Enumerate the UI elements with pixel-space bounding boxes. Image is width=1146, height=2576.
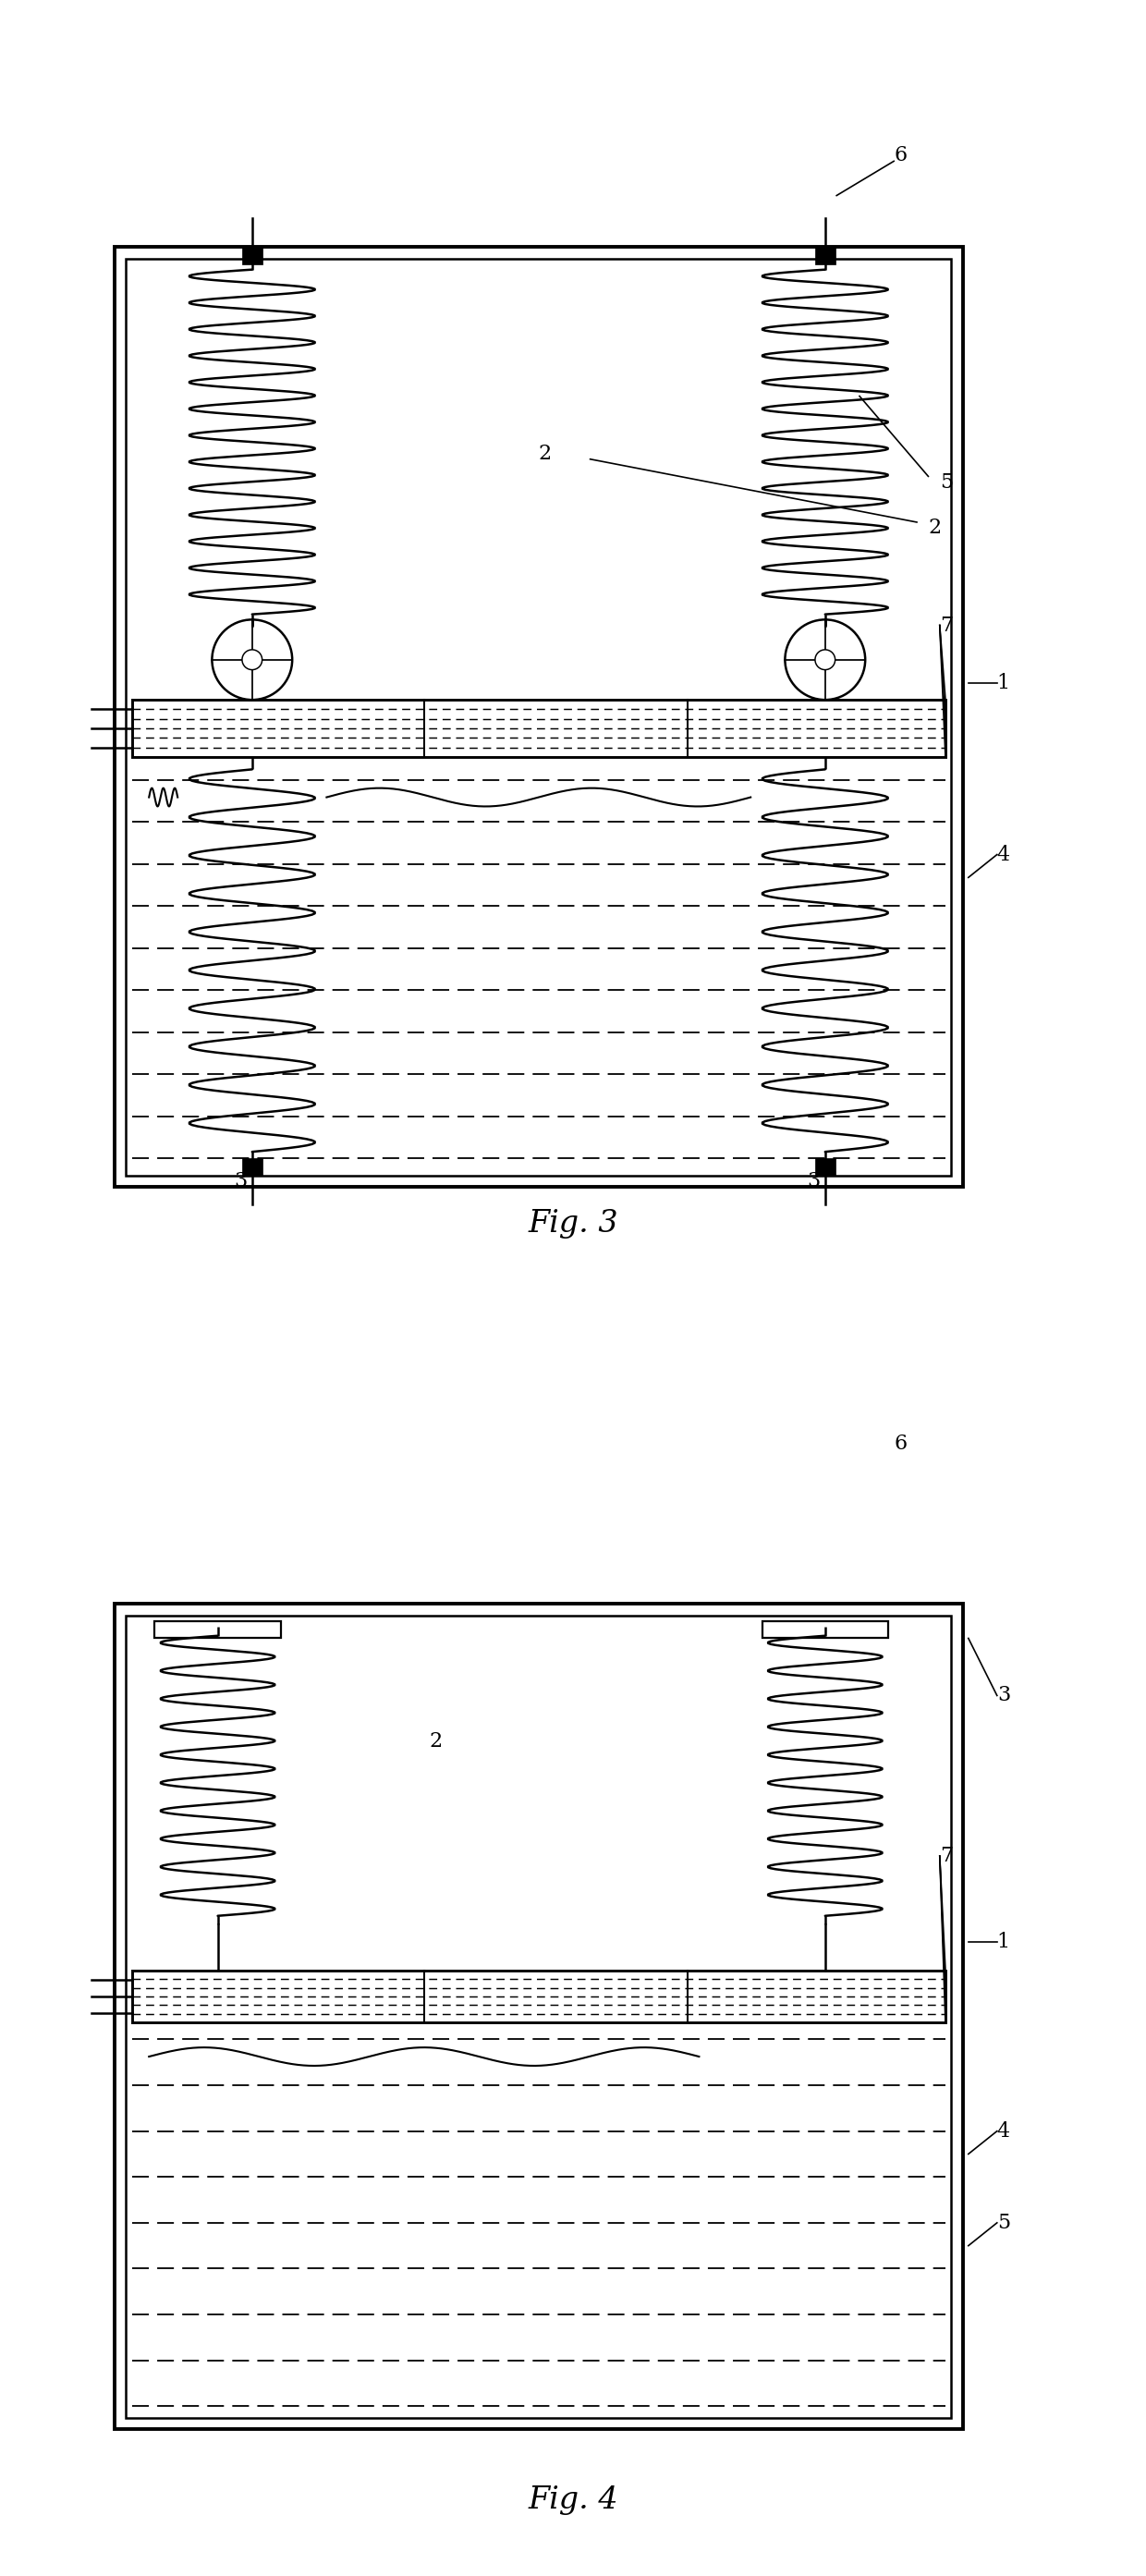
Circle shape [242,649,262,670]
Circle shape [815,649,835,670]
Text: 1: 1 [997,1932,1010,1953]
Text: 2: 2 [928,518,941,538]
Text: 3: 3 [997,1685,1010,1705]
Bar [242,1159,262,1175]
Bar [115,1605,963,2429]
Text: 6: 6 [894,1432,906,1453]
Bar [762,1620,888,1638]
Text: Fig. 4: Fig. 4 [528,2486,618,2514]
Bar [132,1971,945,2022]
Text: 7: 7 [940,616,952,636]
Bar [815,1159,835,1175]
Bar [155,1620,281,1638]
Text: 2: 2 [537,443,551,464]
Text: 4: 4 [997,845,1010,866]
Bar [815,247,835,265]
Bar [242,247,262,265]
Text: 6: 6 [894,144,906,165]
Bar [126,1615,951,2419]
Text: 1: 1 [997,672,1010,693]
Text: 3: 3 [234,1172,248,1190]
Text: 7: 7 [940,1847,952,1865]
Text: 5: 5 [940,471,952,492]
Bar [126,258,951,1175]
Text: 5: 5 [997,2213,1010,2233]
Text: 2: 2 [429,1731,442,1752]
Text: 4: 4 [997,2120,1010,2141]
Bar [132,701,945,757]
Text: 3: 3 [807,1172,821,1190]
Bar [115,247,963,1188]
Text: Fig. 3: Fig. 3 [528,1208,618,1239]
